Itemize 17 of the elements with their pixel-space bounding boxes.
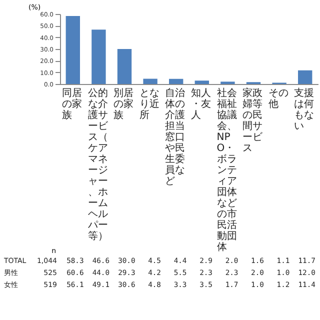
bar [117, 49, 132, 84]
bar [92, 30, 106, 84]
x-tick-label: 別居の家族 [114, 88, 134, 121]
x-tick-label: 知人・友人 [191, 87, 211, 121]
bar [169, 78, 184, 84]
category-label: 自治体の介護担当窓口や民生委員など [165, 88, 186, 187]
x-tick-label: 支援は何もない [294, 87, 314, 132]
bar [66, 16, 80, 84]
x-tick-label: その他 [268, 88, 288, 110]
bar [298, 70, 312, 84]
x-tick-label: 家政婦等の民間サービス [242, 87, 264, 154]
category-label: 社会福祉協議会、NPO・ボランティア団体などの市民活動団体 [216, 88, 237, 253]
category-label: 公的な介護サービス（ケアマネージャー、ホームヘルパー等） [88, 88, 108, 242]
x-tick-label: 同居の家族 [62, 88, 82, 121]
bar [194, 80, 209, 84]
x-tick-label: となり近所 [139, 88, 160, 121]
bar [143, 78, 158, 84]
